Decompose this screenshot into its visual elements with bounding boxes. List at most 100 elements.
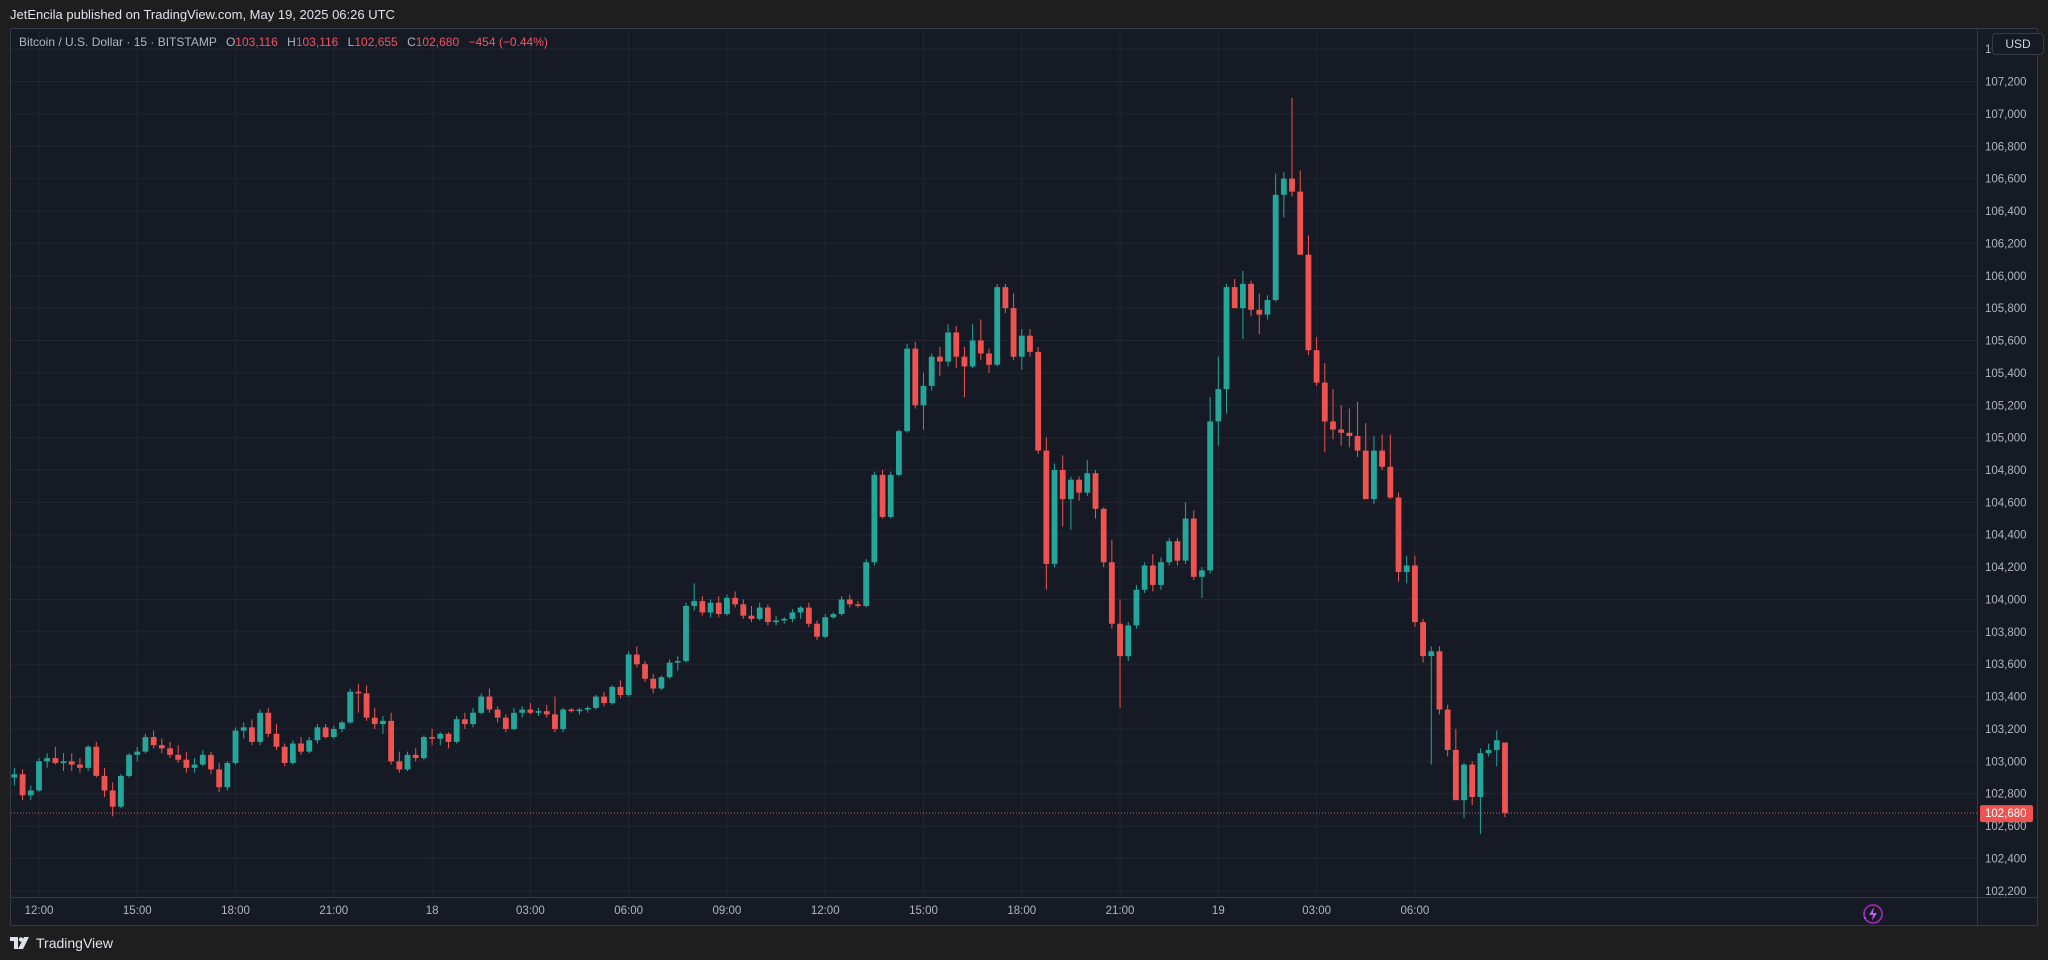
tradingview-brand: TradingView <box>36 935 114 951</box>
candle-body <box>838 599 845 615</box>
price-axis-label: 102,600 <box>1985 821 2027 833</box>
last-price-label: 102,680 <box>1985 808 2027 820</box>
candle-body <box>1272 194 1279 301</box>
price-axis-label: 105,600 <box>1985 336 2027 348</box>
candle-body <box>511 712 517 729</box>
candle-body <box>904 348 911 432</box>
candle-body <box>814 623 820 637</box>
candle-body <box>1264 300 1271 315</box>
candle-body <box>609 686 616 704</box>
candle-body <box>1141 565 1148 590</box>
candle-body <box>60 761 67 763</box>
candle-body <box>1313 350 1320 383</box>
candle-body <box>945 332 951 362</box>
candle-body <box>1125 625 1132 657</box>
candle-body <box>920 385 927 406</box>
candle-body <box>1133 589 1140 626</box>
candle-body <box>969 340 976 367</box>
candle-body <box>52 758 59 763</box>
plot-area <box>11 29 1977 897</box>
candle-body <box>1051 470 1058 564</box>
candle-body <box>953 332 960 357</box>
time-axis-label: 12:00 <box>811 905 840 917</box>
time-axis-label: 21:00 <box>319 905 348 917</box>
candle-body <box>773 620 779 623</box>
candle-body <box>535 711 542 713</box>
lightning-icon[interactable] <box>1861 902 1885 926</box>
candle-body <box>1371 450 1377 500</box>
candle-body <box>101 775 108 791</box>
candle-body <box>1108 562 1115 624</box>
candle-body <box>1428 651 1435 657</box>
candle-body <box>748 615 755 619</box>
time-axis-label: 03:00 <box>1302 905 1331 917</box>
price-axis-label: 103,800 <box>1985 627 2027 639</box>
candle-body <box>314 727 321 741</box>
candle-body <box>592 696 599 708</box>
candle-body <box>142 737 149 752</box>
symbol-label: Bitcoin / U.S. Dollar · 15 · BITSTAMP <box>19 35 217 49</box>
candle-body <box>158 745 165 749</box>
candle-body <box>887 474 894 517</box>
price-axis-label: 106,000 <box>1985 271 2027 283</box>
candle-body <box>44 758 51 762</box>
price-axis-label: 104,400 <box>1985 530 2027 542</box>
time-axis-label: 18:00 <box>1007 905 1036 917</box>
candle-body <box>519 709 526 713</box>
time-axis-label: 19 <box>1212 905 1225 917</box>
candle-body <box>830 614 837 618</box>
candle-body <box>724 597 730 615</box>
candle-body <box>150 737 157 746</box>
candle-body <box>642 664 648 679</box>
candle-body <box>257 712 263 742</box>
time-axis-label: 15:00 <box>123 905 152 917</box>
candle-body <box>543 711 550 715</box>
candle-body <box>789 612 796 619</box>
candle-body <box>1223 287 1230 390</box>
candle-body <box>1100 508 1107 563</box>
candle-body <box>216 769 223 788</box>
candle-body <box>117 775 124 807</box>
candle-body <box>625 654 632 695</box>
candle-body <box>412 754 419 759</box>
price-axis-label: 104,800 <box>1985 465 2027 477</box>
candle-body <box>1174 541 1181 561</box>
candle-body <box>552 714 558 729</box>
close-value: 102,680 <box>415 35 460 49</box>
candle-body <box>568 709 575 712</box>
candlestick-chart[interactable]: 102,200 102,400 102,600 102,800 103,000 103,2… <box>11 29 2037 925</box>
candle-body <box>1059 470 1066 500</box>
price-axis-label: 103,400 <box>1985 692 2027 704</box>
time-axis-label: 21:00 <box>1106 905 1135 917</box>
candle-body <box>109 790 116 807</box>
candle-body <box>879 474 886 517</box>
currency-button[interactable]: USD <box>1992 33 2044 55</box>
candle-body <box>1436 651 1443 710</box>
price-axis-label: 106,200 <box>1985 238 2027 250</box>
candle-body <box>1166 541 1173 563</box>
time-axis-label: 03:00 <box>516 905 545 917</box>
high-key: H <box>287 35 296 49</box>
chart-frame[interactable]: 102,200 102,400 102,600 102,800 103,000 103,2… <box>10 28 2044 926</box>
price-axis-label: 106,800 <box>1985 141 2027 153</box>
candle-body <box>1035 351 1042 451</box>
candle-body <box>322 727 329 738</box>
candle-body <box>650 678 657 689</box>
publisher-header: JetEncila published on TradingView.com, … <box>0 0 2048 28</box>
time-axis-label: 06:00 <box>1400 905 1429 917</box>
candle-body <box>224 762 231 788</box>
candle-body <box>912 348 919 406</box>
candle-body <box>707 602 714 613</box>
footer-bar: TradingView <box>0 926 2048 960</box>
candle-body <box>896 431 902 475</box>
tradingview-logo[interactable]: TradingView <box>10 935 113 951</box>
candle-body <box>347 691 354 723</box>
candle-body <box>486 696 493 710</box>
candle-body <box>126 754 132 776</box>
candle-body <box>1338 429 1345 433</box>
candle-body <box>437 733 444 739</box>
candle-body <box>936 356 943 362</box>
price-axis-label: 103,000 <box>1985 756 2027 768</box>
candle-body <box>175 754 182 760</box>
candle-body <box>1354 436 1361 451</box>
